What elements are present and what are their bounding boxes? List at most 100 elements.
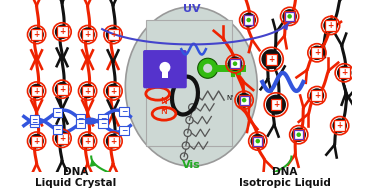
Circle shape (242, 98, 246, 102)
Bar (339, 67, 350, 78)
Text: −: − (121, 126, 127, 135)
Circle shape (233, 61, 237, 66)
Text: +: + (314, 91, 320, 100)
Circle shape (55, 131, 69, 146)
Ellipse shape (125, 7, 257, 166)
Bar (120, 107, 128, 116)
Text: +: + (245, 15, 252, 25)
Text: N: N (160, 107, 166, 115)
Circle shape (323, 18, 338, 33)
Text: +: + (273, 100, 279, 109)
Circle shape (310, 46, 324, 60)
Bar (253, 136, 262, 146)
Text: N: N (160, 98, 166, 106)
Bar (325, 20, 336, 31)
Circle shape (255, 139, 260, 143)
Text: +: + (34, 87, 40, 95)
Circle shape (198, 58, 218, 78)
Bar (231, 59, 239, 68)
Bar (30, 118, 39, 127)
Circle shape (332, 118, 347, 133)
Bar (285, 12, 294, 21)
Bar (108, 86, 118, 96)
Bar (31, 136, 42, 146)
Text: −: − (32, 118, 38, 127)
Circle shape (296, 132, 301, 137)
Text: +: + (34, 137, 40, 146)
Bar (284, 11, 295, 22)
Text: +: + (110, 30, 116, 39)
Bar (239, 96, 249, 105)
Circle shape (29, 134, 44, 148)
Circle shape (237, 93, 251, 107)
Bar (99, 119, 108, 129)
Text: +: + (337, 121, 343, 130)
Circle shape (310, 88, 324, 103)
Bar (53, 108, 62, 117)
Text: +: + (232, 59, 238, 68)
Text: +: + (85, 30, 91, 39)
Text: +: + (34, 30, 40, 39)
Text: −: − (32, 115, 38, 124)
Bar (120, 126, 128, 135)
Text: +: + (241, 96, 247, 105)
Text: +: + (286, 12, 293, 21)
Bar (56, 133, 68, 144)
Bar (146, 20, 232, 146)
Bar (230, 58, 241, 69)
Circle shape (282, 9, 297, 24)
Bar (82, 86, 93, 96)
Bar (108, 136, 118, 146)
Text: +: + (85, 137, 91, 146)
Bar (76, 119, 85, 128)
Bar (311, 90, 323, 101)
Circle shape (55, 82, 69, 96)
Text: −: − (100, 119, 106, 129)
Text: +: + (314, 48, 320, 57)
Circle shape (203, 64, 212, 73)
Bar (162, 71, 168, 78)
Bar (56, 26, 68, 37)
Text: +: + (59, 85, 65, 94)
Circle shape (337, 66, 352, 80)
Bar (266, 54, 277, 65)
Bar (82, 136, 93, 146)
Circle shape (228, 57, 242, 71)
Circle shape (241, 13, 256, 27)
Circle shape (106, 84, 120, 98)
Bar (239, 95, 249, 106)
Circle shape (251, 134, 265, 148)
FancyBboxPatch shape (143, 50, 187, 88)
Text: +: + (268, 55, 275, 64)
Circle shape (261, 49, 282, 69)
Bar (293, 129, 304, 140)
Bar (270, 99, 282, 110)
Text: −: − (77, 119, 83, 128)
Text: −: − (54, 125, 61, 134)
Bar (243, 15, 254, 26)
Circle shape (159, 62, 170, 73)
Circle shape (287, 14, 292, 19)
Bar (99, 114, 108, 123)
Bar (53, 125, 62, 134)
Circle shape (80, 134, 95, 148)
Circle shape (266, 95, 286, 115)
Text: +: + (85, 87, 91, 95)
Circle shape (106, 27, 120, 42)
Circle shape (55, 25, 69, 39)
Text: N': N' (227, 95, 234, 101)
Text: Vis: Vis (182, 160, 201, 170)
Bar (294, 130, 303, 139)
Text: +: + (341, 68, 347, 77)
Text: UV: UV (183, 4, 200, 14)
Bar (31, 29, 42, 40)
Bar (56, 84, 68, 95)
Bar (31, 86, 42, 96)
Circle shape (29, 84, 44, 98)
Text: +: + (110, 137, 116, 146)
Text: −: − (100, 114, 106, 123)
Circle shape (292, 127, 306, 142)
Circle shape (80, 84, 95, 98)
Text: −: − (121, 107, 127, 116)
Bar (311, 47, 323, 58)
